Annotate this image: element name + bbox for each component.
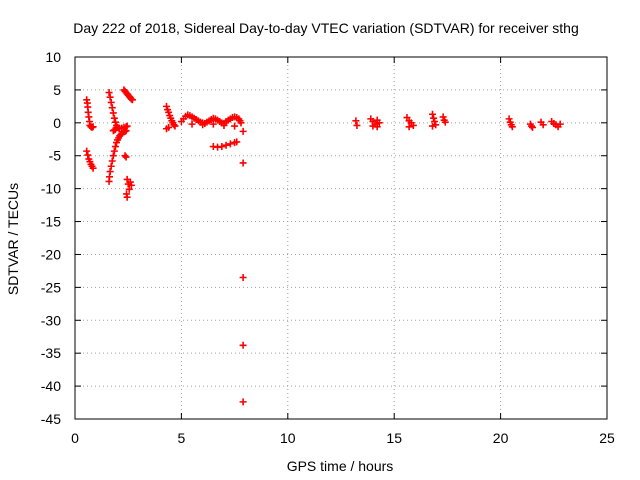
data-point-marker [375,119,383,127]
data-point-marker [163,102,171,110]
data-point-marker [188,120,196,128]
data-point-marker [527,122,535,130]
data-point-marker [429,122,437,130]
data-point-marker [121,152,129,160]
data-point-marker [505,115,513,123]
data-point-marker [126,178,134,186]
data-point-marker [84,151,92,159]
data-point-marker [432,121,440,129]
data-point-marker [127,181,135,189]
data-point-marker [110,114,118,122]
y-tick-label: -35 [41,345,61,361]
y-tick-label: -5 [49,148,62,164]
data-point-marker [239,127,247,135]
data-point-marker [123,193,131,201]
data-point-marker [429,110,437,118]
data-point-marker [352,117,360,125]
data-point-marker [109,109,117,117]
data-point-marker [83,147,91,155]
data-point-marker [107,98,115,106]
data-point-marker [409,121,417,129]
data-point-marker [108,104,116,112]
data-point-marker [165,108,173,116]
y-tick-label: 0 [53,115,61,131]
data-point-marker [237,119,245,127]
y-tick-label: -20 [41,246,61,262]
x-tick-label: 15 [386,430,402,446]
y-tick-label: -10 [41,181,61,197]
x-tick-label: 10 [280,430,296,446]
data-point-marker [105,89,113,97]
data-point-marker [163,125,171,133]
chart-title: Day 222 of 2018, Sidereal Day-to-day VTE… [73,20,579,36]
y-tick-label: -45 [41,411,61,427]
data-points [83,86,564,406]
grid-layer [75,57,607,419]
data-point-marker [556,120,564,128]
data-point-marker [218,143,226,151]
x-tick-label: 20 [493,430,509,446]
data-point-marker [111,118,119,126]
data-point-marker [111,125,119,133]
data-point-marker [220,121,228,129]
data-point-marker [239,341,247,349]
y-tick-label: 10 [45,49,61,65]
x-tick-label: 0 [71,430,79,446]
data-point-marker [239,398,247,406]
data-point-marker [89,164,97,172]
y-tick-label: 5 [53,82,61,98]
data-point-marker [529,123,537,131]
data-point-marker [122,153,130,161]
data-point-marker [109,152,117,160]
y-tick-label: -40 [41,378,61,394]
data-point-marker [231,122,239,130]
data-point-marker [353,121,361,129]
data-point-marker [111,143,119,151]
data-point-marker [107,162,115,170]
data-point-marker [209,120,217,128]
data-point-marker [125,185,133,193]
data-point-marker [439,113,447,121]
data-point-marker [539,121,547,129]
x-axis-label: GPS time / hours [287,458,394,474]
plot-frame [74,56,608,420]
data-point-marker [108,157,116,165]
data-point-marker [128,96,136,104]
y-tick-label: -30 [41,312,61,328]
data-point-marker [122,127,130,135]
data-point-marker [430,114,438,122]
x-tick-label: 5 [178,430,186,446]
data-point-marker [239,273,247,281]
x-tick-label: 25 [599,430,615,446]
data-point-marker [226,140,234,148]
data-point-marker [171,122,179,130]
data-point-marker [441,118,449,126]
data-point-marker [508,123,516,131]
data-point-marker [431,118,439,126]
y-tick-label: -15 [41,214,61,230]
data-point-marker [239,159,247,167]
data-point-marker [110,147,118,155]
data-point-marker [170,121,178,129]
data-point-marker [123,122,131,130]
data-point-marker [89,123,97,131]
data-point-marker [222,141,230,149]
data-point-marker [373,123,381,131]
tick-layer: 0 5 10 15 20 25 10 5 0 -5 -10 -15 -20 -25 -30 -35 -40 -45 [41,49,615,446]
data-point-marker [233,138,241,146]
data-point-marker [405,123,413,131]
data-point-marker [106,93,114,101]
y-tick-label: -25 [41,279,61,295]
y-axis-label: SDTVAR / TECUs [5,183,21,295]
data-point-marker [199,121,207,129]
data-point-marker [106,168,114,176]
